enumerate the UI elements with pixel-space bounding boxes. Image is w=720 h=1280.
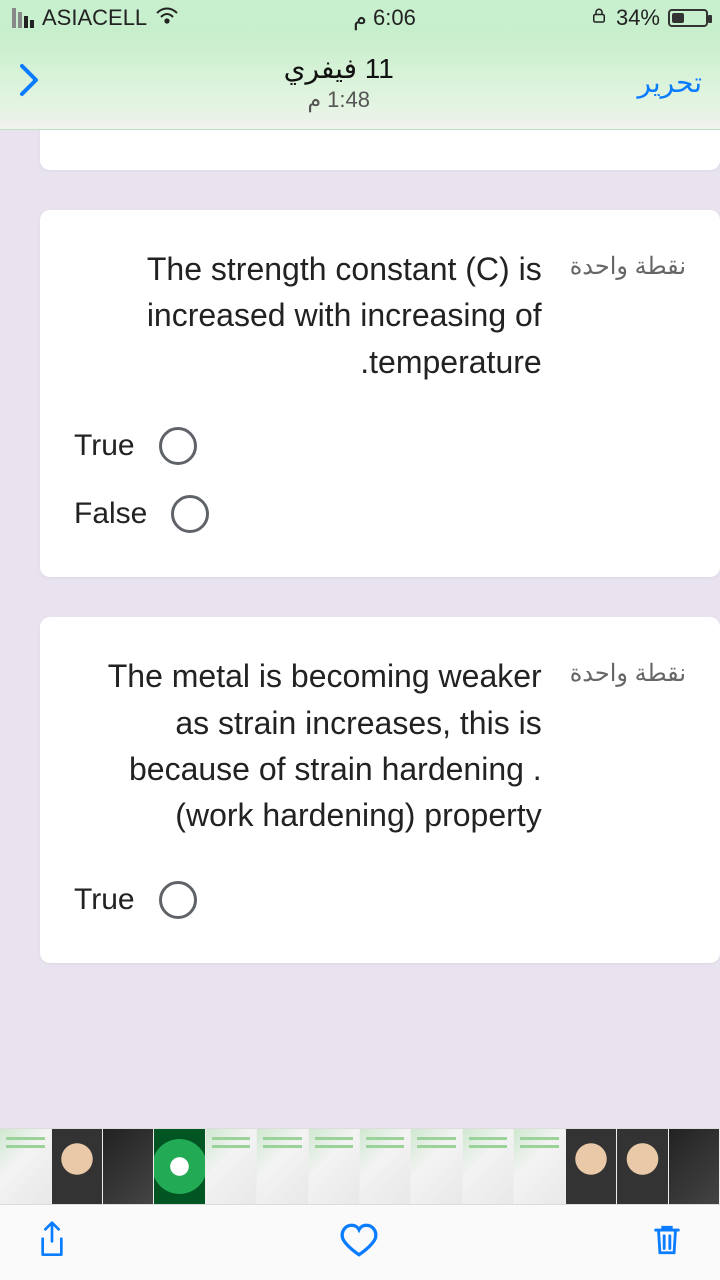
previous-card-edge — [40, 130, 720, 170]
question-text: The metal is becoming weaker as strain i… — [74, 653, 542, 839]
thumbnail[interactable] — [52, 1129, 103, 1204]
option-label: True — [74, 883, 135, 917]
thumbnail[interactable] — [669, 1129, 720, 1204]
question-text: The strength constant (C) is increased w… — [74, 246, 542, 385]
battery-indicator — [668, 9, 708, 27]
edit-button[interactable]: تحرير — [637, 66, 702, 99]
battery-percent: 34% — [616, 5, 660, 31]
thumbnail[interactable] — [257, 1129, 308, 1204]
thumbnail[interactable] — [0, 1129, 51, 1204]
share-button[interactable] — [36, 1220, 68, 1265]
status-time: 6:06 م — [353, 5, 416, 31]
back-button[interactable] — [18, 62, 40, 103]
option-true[interactable]: True — [74, 427, 197, 465]
wifi-icon — [155, 5, 179, 31]
nav-header: تحرير 11 فيفري 1:48 م — [0, 36, 720, 130]
question-card: نقطة واحدة The strength constant (C) is … — [40, 210, 720, 577]
thumbnail[interactable] — [360, 1129, 411, 1204]
favorite-button[interactable] — [339, 1222, 379, 1263]
nav-title: 11 فيفري 1:48 م — [284, 52, 394, 113]
thumbnail[interactable] — [514, 1129, 565, 1204]
points-label: نقطة واحدة — [570, 246, 686, 281]
thumbnail[interactable] — [309, 1129, 360, 1204]
thumbnail[interactable] — [103, 1129, 154, 1204]
bottom-toolbar — [0, 1204, 720, 1280]
options-group: True False — [74, 427, 686, 533]
lock-icon — [590, 5, 608, 31]
thumbnail[interactable] — [463, 1129, 514, 1204]
radio-icon — [171, 495, 209, 533]
question-card: نقطة واحدة The metal is becoming weaker … — [40, 617, 720, 963]
status-left: 34% — [590, 5, 708, 31]
carrier-label: ASIACELL — [42, 5, 147, 31]
thumbnail[interactable] — [566, 1129, 617, 1204]
thumbnail[interactable] — [206, 1129, 257, 1204]
options-group: True — [74, 881, 686, 919]
thumbnail[interactable] — [154, 1129, 205, 1204]
status-right: ASIACELL — [12, 5, 179, 31]
thumbnail[interactable] — [617, 1129, 668, 1204]
option-label: False — [74, 497, 147, 531]
radio-icon — [159, 881, 197, 919]
option-false[interactable]: False — [74, 495, 209, 533]
content-area: نقطة واحدة The strength constant (C) is … — [0, 130, 720, 1128]
nav-title-date: 11 فيفري — [284, 52, 394, 85]
status-bar: 34% 6:06 م ASIACELL — [0, 0, 720, 36]
signal-icon — [12, 8, 34, 28]
nav-title-time: 1:48 م — [284, 87, 394, 113]
thumbnail[interactable] — [411, 1129, 462, 1204]
option-label: True — [74, 429, 135, 463]
option-true[interactable]: True — [74, 881, 197, 919]
points-label: نقطة واحدة — [570, 653, 686, 688]
radio-icon — [159, 427, 197, 465]
trash-button[interactable] — [650, 1221, 684, 1264]
thumbnail-strip[interactable] — [0, 1128, 720, 1204]
